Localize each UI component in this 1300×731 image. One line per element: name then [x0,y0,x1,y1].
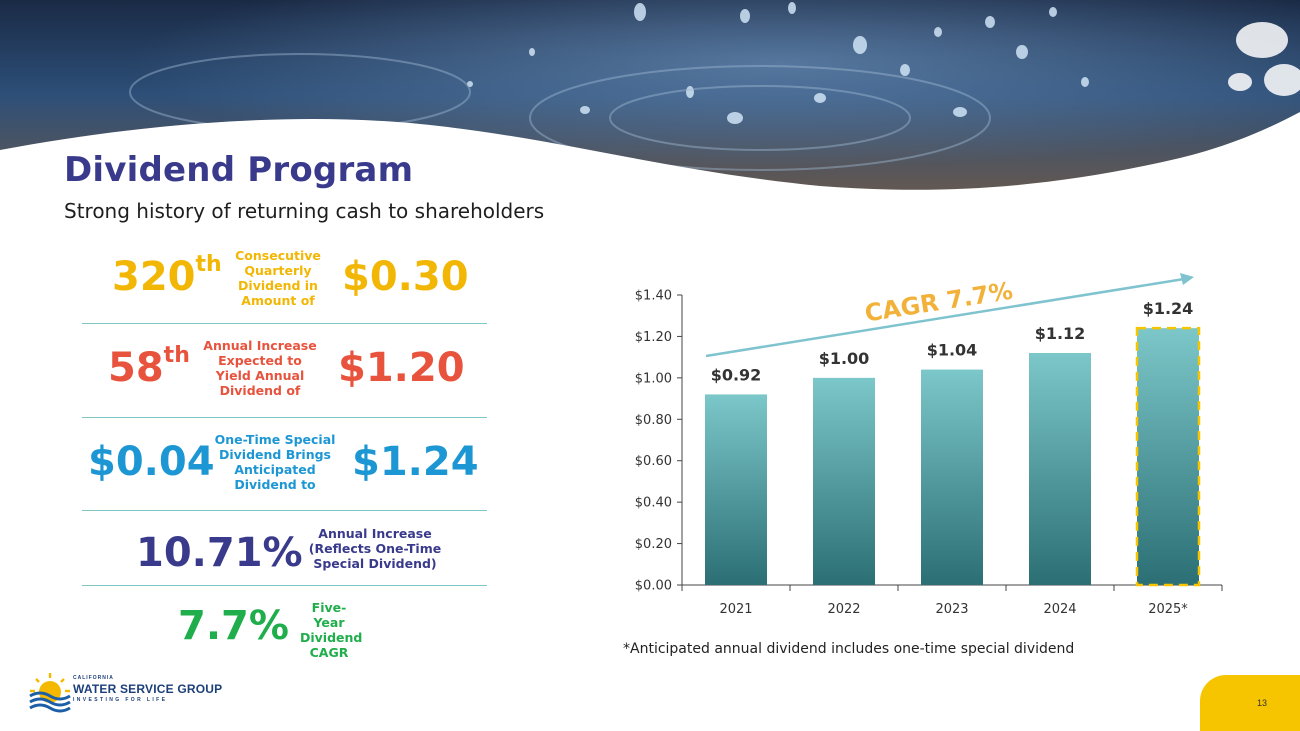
stat-annual-dividend-amount: $1.20 [338,345,465,391]
stat-annual-increase-percent: 10.71% [136,530,303,576]
stat-quarterly-dividend-amount: $0.30 [342,254,469,300]
stat-annual-increase-percent-description: Annual Increase (Reflects One-Time Specia… [308,526,442,571]
cagr-arrow-head [1180,273,1194,285]
bar-2024 [1029,353,1091,585]
divider [82,417,487,418]
y-tick-label: $1.00 [635,371,672,386]
stat-consecutive-quarterly-count: 320th [112,252,222,300]
x-tick-label: 2024 [1043,602,1076,617]
water-splash-banner [0,0,1300,210]
divider [82,323,487,324]
page-number: 13 [1257,698,1268,708]
y-tick-label: $0.60 [635,454,672,469]
logo-top-text: CALIFORNIA [73,675,114,681]
data-label: $0.92 [711,365,762,384]
bar-2025 [1137,328,1199,585]
divider [82,510,487,511]
data-label: $1.00 [819,349,870,368]
bar-2023 [921,369,983,585]
x-tick-label: 2025* [1148,602,1188,617]
stat-annual-increase-description: Annual Increase Expected to Yield Annual D… [203,338,317,398]
page-number-tab [1200,675,1300,731]
logo-main-text: WATER SERVICE GROUP [73,682,223,696]
stat-special-dividend-value: $0.04 [88,439,215,485]
y-tick-label: $0.80 [635,413,672,428]
company-logo [29,673,71,713]
y-tick-label: $0.20 [635,537,672,552]
water-wave-icon [29,691,71,713]
data-label: $1.12 [1035,324,1086,343]
bar-2022 [813,377,875,585]
dividend-bar-chart: $0.00 $0.20 $0.40 $0.60 $0.80 $1.00 $1.20 $1.40… [635,273,1223,617]
chart-footnote: *Anticipated annual dividend includes on… [623,641,1075,657]
stat-five-year-cagr: 7.7% [178,603,289,649]
divider [82,585,487,586]
x-tick-label: 2021 [719,602,752,617]
stat-annual-increase-count: 58th [108,343,190,391]
bar-2021 [705,394,767,585]
page-title: Dividend Program [64,150,414,190]
logo-tagline: INVESTING FOR LIFE [73,697,168,703]
stat-special-dividend-description: One-Time Special Dividend Brings Anticipa… [214,432,336,492]
cagr-arrow-line [705,277,1185,358]
y-tick-label: $0.40 [635,496,672,511]
y-tick-label: $1.20 [635,330,672,345]
stat-consecutive-quarterly-description: Consecutive Quarterly Dividend in Amount o… [235,248,321,308]
page-subtitle: Strong history of returning cash to shar… [64,199,545,223]
stat-five-year-cagr-description: Five-Year Dividend CAGR [300,600,363,660]
x-tick-label: 2023 [935,602,968,617]
y-tick-label: $1.40 [635,289,672,304]
stat-anticipated-dividend-amount: $1.24 [352,439,479,485]
data-label: $1.04 [927,341,978,360]
cagr-annotation: CAGR 7.7% [863,277,1015,328]
x-tick-label: 2022 [827,602,860,617]
data-label: $1.24 [1143,299,1194,318]
bar-highlight-outline [1135,326,1201,587]
y-tick-label: $0.00 [635,579,672,594]
